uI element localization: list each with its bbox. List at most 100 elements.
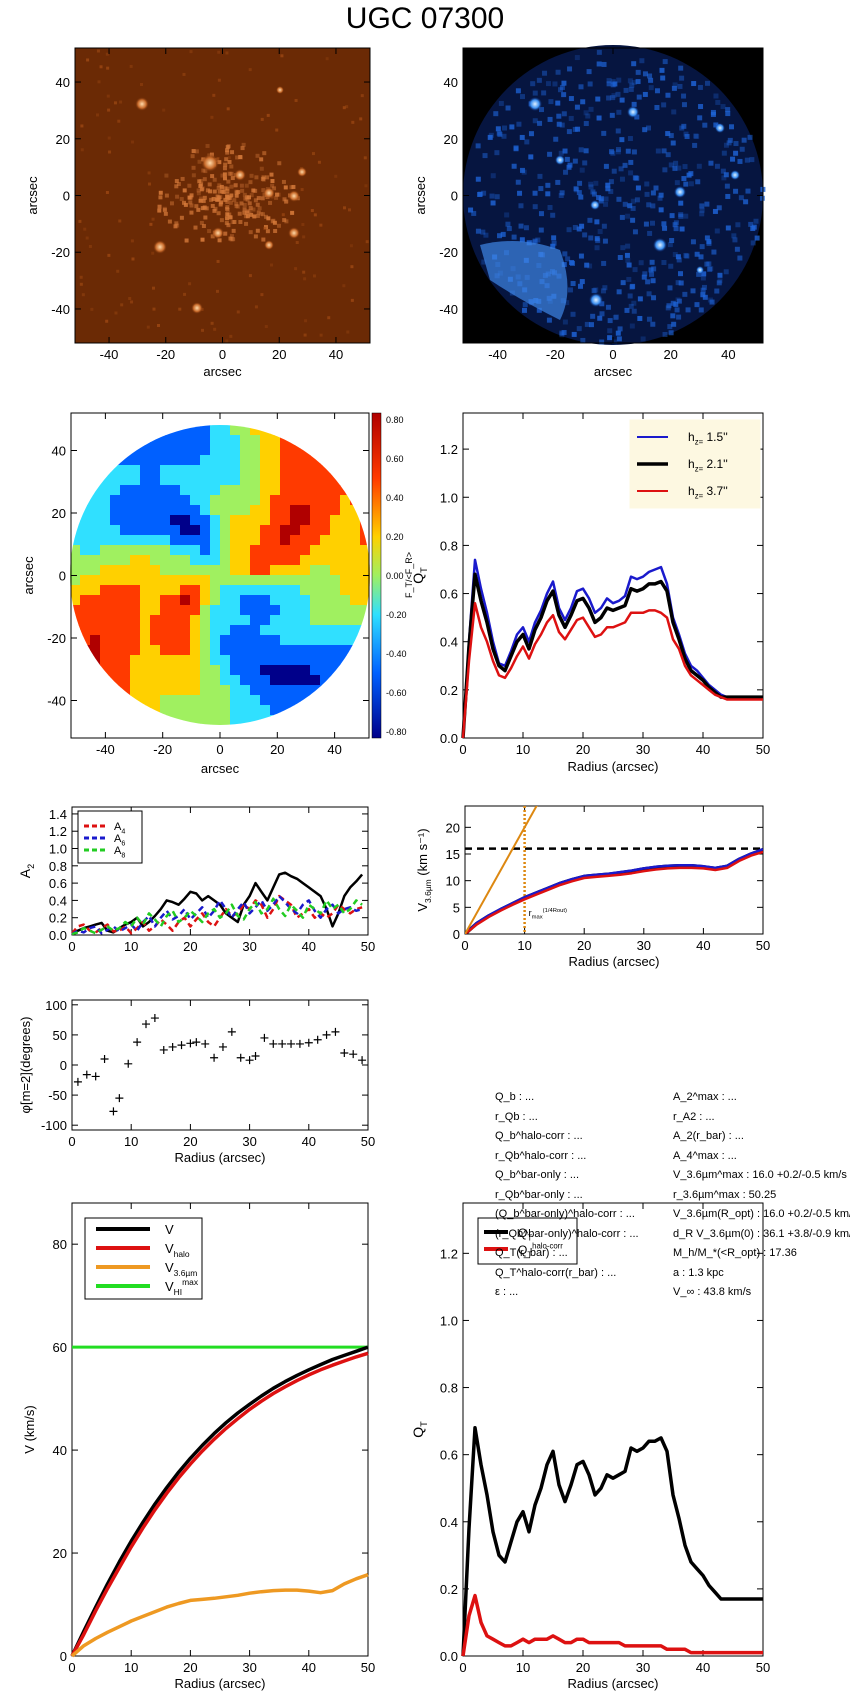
- orange-image-noise: [146, 325, 150, 329]
- phase-point: [133, 1038, 142, 1047]
- blue-image-pixel: [583, 110, 589, 116]
- blue-image-pixel: [733, 188, 739, 194]
- orange-image-noise: [96, 49, 100, 53]
- ratio-map-cell: [120, 625, 131, 636]
- ratio-map-cell: [290, 695, 301, 706]
- ratio-map-cell: [90, 645, 101, 656]
- orange-image-pixel: [175, 194, 180, 199]
- ratio-map-cell: [290, 655, 301, 666]
- blue-image-pixel: [717, 272, 723, 278]
- ratio-map-colorbar: [371, 412, 382, 739]
- ratio-map-cell: [190, 605, 201, 616]
- blue-image-pixel: [635, 79, 641, 85]
- ratio-map-colorbar-tick: 0.40: [386, 493, 404, 503]
- blue-image-pixel: [701, 284, 707, 290]
- blue-image-pixel: [624, 307, 630, 313]
- orange-image-pixel: [256, 196, 261, 201]
- orange-image-pixel: [282, 218, 287, 223]
- blue-image-pixel: [699, 203, 705, 209]
- orange-image-pixel: [189, 210, 194, 215]
- orange-image-noise: [148, 182, 152, 186]
- ratio-map-cell: [210, 595, 221, 606]
- ratio-map-cell: [190, 685, 201, 696]
- ratio-map-cell: [240, 435, 251, 446]
- blue-image-xtick-label: 40: [721, 347, 735, 362]
- blue-image-pixel: [613, 314, 619, 320]
- velocity-chart-xtick-label: 30: [242, 1660, 256, 1675]
- orange-image-pixel: [193, 225, 198, 230]
- ratio-map-cell: [120, 565, 131, 576]
- orange-image-noise: [304, 319, 308, 323]
- ratio-map-cell: [100, 535, 111, 546]
- orange-image-pixel: [245, 197, 250, 202]
- orange-image-noise: [120, 303, 124, 307]
- ratio-map-cell: [190, 615, 201, 626]
- ratio-map-cell: [330, 555, 341, 566]
- ratio-map-cell: [270, 605, 281, 616]
- blue-image-pixel: [480, 229, 486, 235]
- blue-image-pixel: [673, 160, 679, 166]
- ratio-map-cell: [240, 715, 251, 725]
- orange-image-noise: [189, 50, 193, 54]
- ratio-map-cell: [170, 625, 181, 636]
- ratio-map-cell: [110, 635, 121, 646]
- ratio-map-cell: [360, 555, 370, 566]
- ratio-map-cell: [80, 595, 91, 606]
- ratio-map-cell: [330, 615, 341, 626]
- blue-image-pixel: [574, 55, 580, 61]
- ratio-map-cell: [310, 485, 321, 496]
- blue-image-pixel: [627, 136, 633, 142]
- blue-image-pixel: [658, 192, 664, 198]
- ratio-map-cell: [230, 695, 241, 706]
- qthalo-legend-label: QT: [518, 1226, 532, 1243]
- blue-image-pixel: [661, 221, 667, 227]
- ratio-map-cell: [210, 615, 221, 626]
- blue-image-xtick-label: -40: [488, 347, 507, 362]
- ratio-map-cell: [160, 555, 171, 566]
- blue-image-pixel: [567, 66, 573, 72]
- orange-image-pixel: [238, 155, 243, 160]
- orange-image-noise: [130, 300, 134, 304]
- blue-image-pixel: [674, 180, 680, 186]
- blue-image-pixel: [585, 113, 591, 119]
- ratio-map-cell: [240, 605, 251, 616]
- blue-image-pixel: [709, 299, 715, 305]
- ratio-map-cell: [70, 545, 81, 556]
- ratio-map-cell: [270, 525, 281, 536]
- orange-image-pixel: [256, 210, 261, 215]
- orange-image-noise: [79, 275, 83, 279]
- blue-image-pixel: [627, 203, 633, 209]
- ratio-map-cell: [270, 445, 281, 456]
- blue-image-star: [730, 170, 740, 180]
- orange-image-pixel: [205, 188, 210, 193]
- orange-image-noise: [334, 174, 338, 178]
- blue-image-pixel: [704, 201, 710, 207]
- ratio-map-cell: [100, 665, 111, 676]
- blue-image-pixel: [677, 83, 683, 89]
- blue-image-pixel: [651, 295, 657, 301]
- blue-image-pixel: [645, 279, 651, 285]
- blue-image-pixel: [587, 217, 593, 223]
- orange-image-noise: [217, 50, 221, 54]
- blue-image-pixel: [670, 300, 676, 306]
- blue-image-pixel: [608, 188, 614, 194]
- fourier-chart-ytick-label: 0.4: [49, 893, 67, 908]
- orange-image-star: [288, 190, 300, 202]
- blue-image-pixel: [552, 81, 558, 87]
- blue-image-pixel: [521, 307, 527, 313]
- orange-image-pixel: [239, 183, 244, 188]
- orange-image-noise: [97, 80, 101, 84]
- blue-image-pixel: [697, 115, 703, 121]
- blue-image-pixel: [483, 232, 489, 238]
- blue-image-pixel: [563, 169, 569, 175]
- orange-image-pixel: [207, 182, 212, 187]
- ratio-map-cell: [170, 435, 181, 446]
- ratio-map-cell: [190, 585, 201, 596]
- orange-image-pixel: [249, 173, 254, 178]
- blue-image-pixel: [747, 134, 753, 140]
- ratio-map-cell: [270, 695, 281, 706]
- blue-image-pixel: [704, 80, 710, 86]
- blue-image-pixel: [603, 196, 609, 202]
- ratio-map-cell: [180, 555, 191, 566]
- orange-image-pixel: [259, 166, 264, 171]
